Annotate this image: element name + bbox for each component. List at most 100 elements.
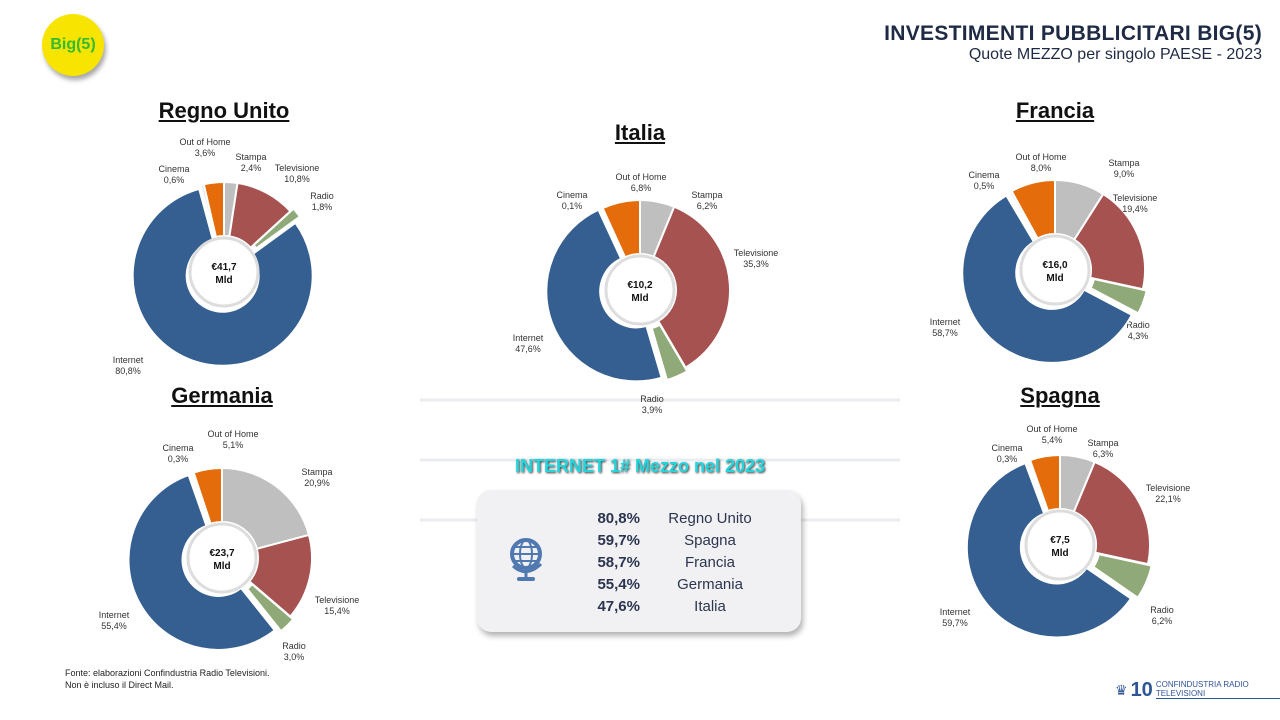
slice-label: Internet bbox=[940, 607, 971, 617]
center-total-label: Mld bbox=[1051, 548, 1068, 559]
slice-value-label: 55,4% bbox=[101, 621, 127, 631]
slice-label: Stampa bbox=[691, 190, 722, 200]
slice-value-label: 1,8% bbox=[312, 202, 333, 212]
slice-value-label: 15,4% bbox=[324, 606, 350, 616]
slice-label: Out of Home bbox=[179, 137, 230, 147]
country-name: Regno Unito bbox=[668, 510, 752, 527]
center-total-label: €16,0 bbox=[1042, 260, 1067, 271]
header: INVESTIMENTI PUBBLICITARI BIG(5) Quote M… bbox=[884, 22, 1262, 64]
slice-radio bbox=[252, 207, 302, 250]
slice-value-label: 0,3% bbox=[997, 454, 1018, 464]
donut-hole bbox=[1024, 509, 1096, 581]
center-total-label: €7,5 bbox=[1050, 535, 1070, 546]
slice-value-label: 6,8% bbox=[631, 183, 652, 193]
slice-internet bbox=[545, 208, 663, 383]
slice-value-label: 6,3% bbox=[1093, 449, 1114, 459]
slice-radio bbox=[650, 323, 689, 382]
chart-title: Regno Unito bbox=[158, 98, 290, 123]
logo-number: 10 bbox=[1130, 679, 1153, 701]
country-name: Francia bbox=[684, 554, 736, 571]
slice-label: Internet bbox=[930, 317, 961, 327]
slice-value-label: 2,4% bbox=[241, 163, 262, 173]
slice-value-label: 58,7% bbox=[932, 328, 958, 338]
slice-out-of-home bbox=[202, 180, 225, 239]
donut-hole bbox=[1019, 234, 1091, 306]
slice-value-label: 4,3% bbox=[1128, 331, 1149, 341]
slice-value-label: 19,4% bbox=[1122, 204, 1148, 214]
slice-label: Cinema bbox=[968, 170, 999, 180]
slice-internet bbox=[961, 194, 1134, 364]
slice-label: Internet bbox=[113, 355, 144, 365]
country-name: Germania bbox=[677, 576, 743, 593]
summary-row: 80,8% Regno Unito bbox=[580, 510, 780, 527]
chart-title: Germania bbox=[171, 383, 273, 408]
center-total-label: €41,7 bbox=[211, 262, 236, 273]
slice-out-of-home bbox=[601, 198, 641, 259]
internet-share: 55,4% bbox=[597, 576, 640, 593]
internet-share: 47,6% bbox=[597, 598, 640, 615]
big5-badge: Big(5) bbox=[42, 14, 104, 76]
center-total-label: Mld bbox=[1046, 273, 1063, 284]
footnote: Fonte: elaborazioni Confindustria Radio … bbox=[65, 667, 269, 691]
globe-icon bbox=[510, 538, 543, 581]
slice-value-label: 3,9% bbox=[642, 405, 663, 415]
slice-value-label: 9,0% bbox=[1114, 169, 1135, 179]
slice-label: Radio bbox=[310, 191, 334, 201]
slice-televisione bbox=[1072, 192, 1146, 291]
footnote-source: Fonte: elaborazioni Confindustria Radio … bbox=[65, 668, 270, 678]
slice-value-label: 10,8% bbox=[284, 174, 310, 184]
slice-value-label: 5,4% bbox=[1042, 435, 1063, 445]
slice-televisione bbox=[1072, 460, 1151, 566]
country-name: Spagna bbox=[684, 532, 736, 549]
center-total-label: Mld bbox=[631, 293, 648, 304]
slice-label: Cinema bbox=[556, 190, 587, 200]
slice-out-of-home bbox=[1010, 178, 1056, 240]
slice-internet bbox=[127, 473, 277, 651]
slice-stampa bbox=[221, 466, 311, 551]
slice-radio bbox=[1089, 277, 1148, 315]
slice-value-label: 47,6% bbox=[515, 344, 541, 354]
slice-label: Cinema bbox=[158, 164, 189, 174]
slice-label: Out of Home bbox=[207, 429, 258, 439]
slice-label: Televisione bbox=[734, 248, 779, 258]
internet-share: 58,7% bbox=[597, 554, 640, 571]
slice-label: Radio bbox=[1150, 605, 1174, 615]
slice-label: Stampa bbox=[301, 467, 332, 477]
slice-value-label: 6,2% bbox=[697, 201, 718, 211]
slice-label: Internet bbox=[513, 333, 544, 343]
slice-label: Radio bbox=[282, 641, 306, 651]
slice-label: Stampa bbox=[235, 152, 266, 162]
page-title: INVESTIMENTI PUBBLICITARI BIG(5) bbox=[884, 22, 1262, 45]
slice-label: Out of Home bbox=[615, 172, 666, 182]
slice-value-label: 80,8% bbox=[115, 366, 141, 376]
footnote-note: Non è incluso il Direct Mail. bbox=[65, 680, 174, 690]
slice-label: Televisione bbox=[275, 163, 320, 173]
slice-label: Cinema bbox=[991, 443, 1022, 453]
slice-value-label: 6,2% bbox=[1152, 616, 1173, 626]
slice-label: Out of Home bbox=[1026, 424, 1077, 434]
summary-title: INTERNET 1# Mezzo nel 2023 bbox=[514, 456, 766, 476]
slice-value-label: 35,3% bbox=[743, 259, 769, 269]
slice-label: Radio bbox=[640, 394, 664, 404]
center-total-label: Mld bbox=[215, 275, 232, 286]
slice-value-label: 22,1% bbox=[1155, 494, 1181, 504]
summary-row: 58,7% Francia bbox=[580, 554, 780, 571]
slice-out-of-home bbox=[1028, 453, 1061, 513]
center-total-label: €10,2 bbox=[627, 280, 652, 291]
slice-value-label: 59,7% bbox=[942, 618, 968, 628]
slice-televisione bbox=[652, 205, 731, 369]
donut-hole bbox=[186, 522, 258, 594]
slice-out-of-home bbox=[192, 466, 223, 526]
slice-label: Televisione bbox=[1146, 483, 1191, 493]
slice-value-label: 3,6% bbox=[195, 148, 216, 158]
slice-label: Radio bbox=[1126, 320, 1150, 330]
summary-row: 55,4% Germania bbox=[580, 576, 780, 593]
slice-value-label: 0,1% bbox=[562, 201, 583, 211]
slice-value-label: 5,1% bbox=[223, 440, 244, 450]
slice-internet bbox=[131, 187, 314, 367]
slice-label: Internet bbox=[99, 610, 130, 620]
slice-radio bbox=[1091, 553, 1153, 600]
summary-row: 47,6% Italia bbox=[580, 598, 780, 615]
logo-text: CONFINDUSTRIA RADIO TELEVISIONI bbox=[1155, 680, 1280, 699]
